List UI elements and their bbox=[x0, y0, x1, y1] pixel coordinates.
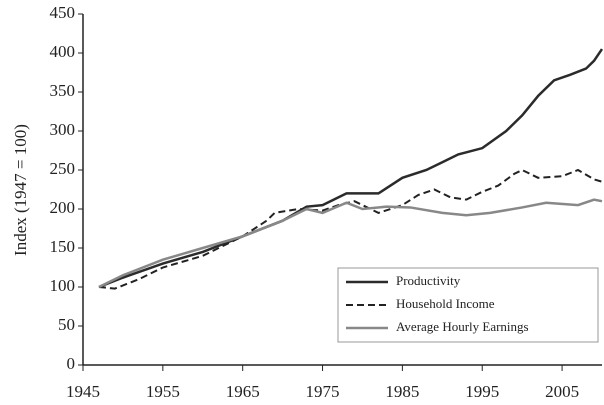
y-tick-label: 100 bbox=[50, 276, 76, 295]
y-tick-label: 450 bbox=[50, 3, 76, 22]
series-line bbox=[98, 48, 604, 289]
x-tick-label: 1965 bbox=[226, 382, 260, 401]
y-tick-label: 0 bbox=[67, 354, 76, 373]
y-tick-label: 150 bbox=[50, 237, 76, 256]
legend-label: Average Hourly Earnings bbox=[396, 319, 529, 334]
x-tick-label: 1985 bbox=[385, 382, 419, 401]
legend-label: Household Income bbox=[396, 296, 495, 311]
y-tick-label: 300 bbox=[50, 120, 76, 139]
x-tick-label: 1995 bbox=[465, 382, 499, 401]
x-tick-label: 1955 bbox=[146, 382, 180, 401]
x-tick-label: 2005 bbox=[545, 382, 579, 401]
y-tick-label: 250 bbox=[50, 159, 76, 178]
x-tick-label: 1975 bbox=[306, 382, 340, 401]
y-tick-label: 200 bbox=[50, 198, 76, 217]
x-tick-label: 1945 bbox=[66, 382, 100, 401]
series-line bbox=[98, 168, 603, 290]
legend-label: Productivity bbox=[396, 273, 461, 288]
y-axis-label: Index (1947 = 100) bbox=[11, 124, 30, 256]
y-tick-label: 400 bbox=[50, 42, 76, 61]
y-tick-label: 50 bbox=[58, 315, 75, 334]
y-tick-label: 350 bbox=[50, 81, 76, 100]
series-line bbox=[98, 198, 603, 289]
legend: Productivity Household Income Average Hour… bbox=[337, 267, 599, 343]
